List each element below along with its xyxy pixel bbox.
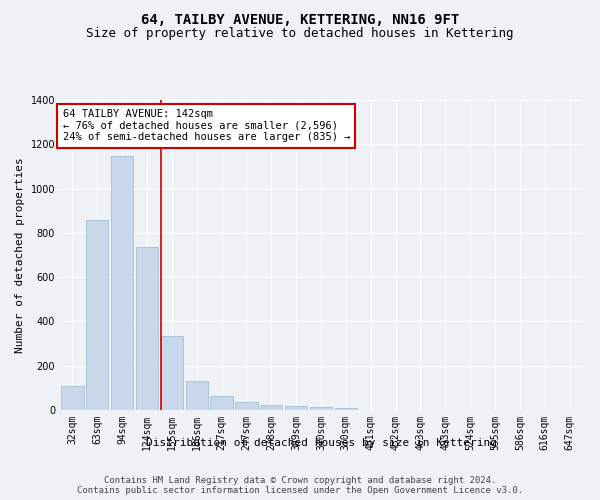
Bar xyxy=(185,381,208,410)
Bar xyxy=(111,156,133,410)
Text: 64, TAILBY AVENUE, KETTERING, NN16 9FT: 64, TAILBY AVENUE, KETTERING, NN16 9FT xyxy=(141,12,459,26)
Bar xyxy=(235,402,257,410)
Text: Size of property relative to detached houses in Kettering: Size of property relative to detached ho… xyxy=(86,28,514,40)
Bar xyxy=(86,220,109,410)
Bar xyxy=(260,405,283,410)
Text: Contains HM Land Registry data © Crown copyright and database right 2024.
Contai: Contains HM Land Registry data © Crown c… xyxy=(77,476,523,495)
Bar xyxy=(61,386,83,410)
Bar xyxy=(136,247,158,410)
Bar xyxy=(310,407,332,410)
Bar xyxy=(285,406,307,410)
Text: 64 TAILBY AVENUE: 142sqm
← 76% of detached houses are smaller (2,596)
24% of sem: 64 TAILBY AVENUE: 142sqm ← 76% of detach… xyxy=(62,110,350,142)
Bar xyxy=(335,408,357,410)
Text: Distribution of detached houses by size in Kettering: Distribution of detached houses by size … xyxy=(146,438,497,448)
Y-axis label: Number of detached properties: Number of detached properties xyxy=(15,157,25,353)
Bar xyxy=(211,396,233,410)
Bar xyxy=(161,336,183,410)
